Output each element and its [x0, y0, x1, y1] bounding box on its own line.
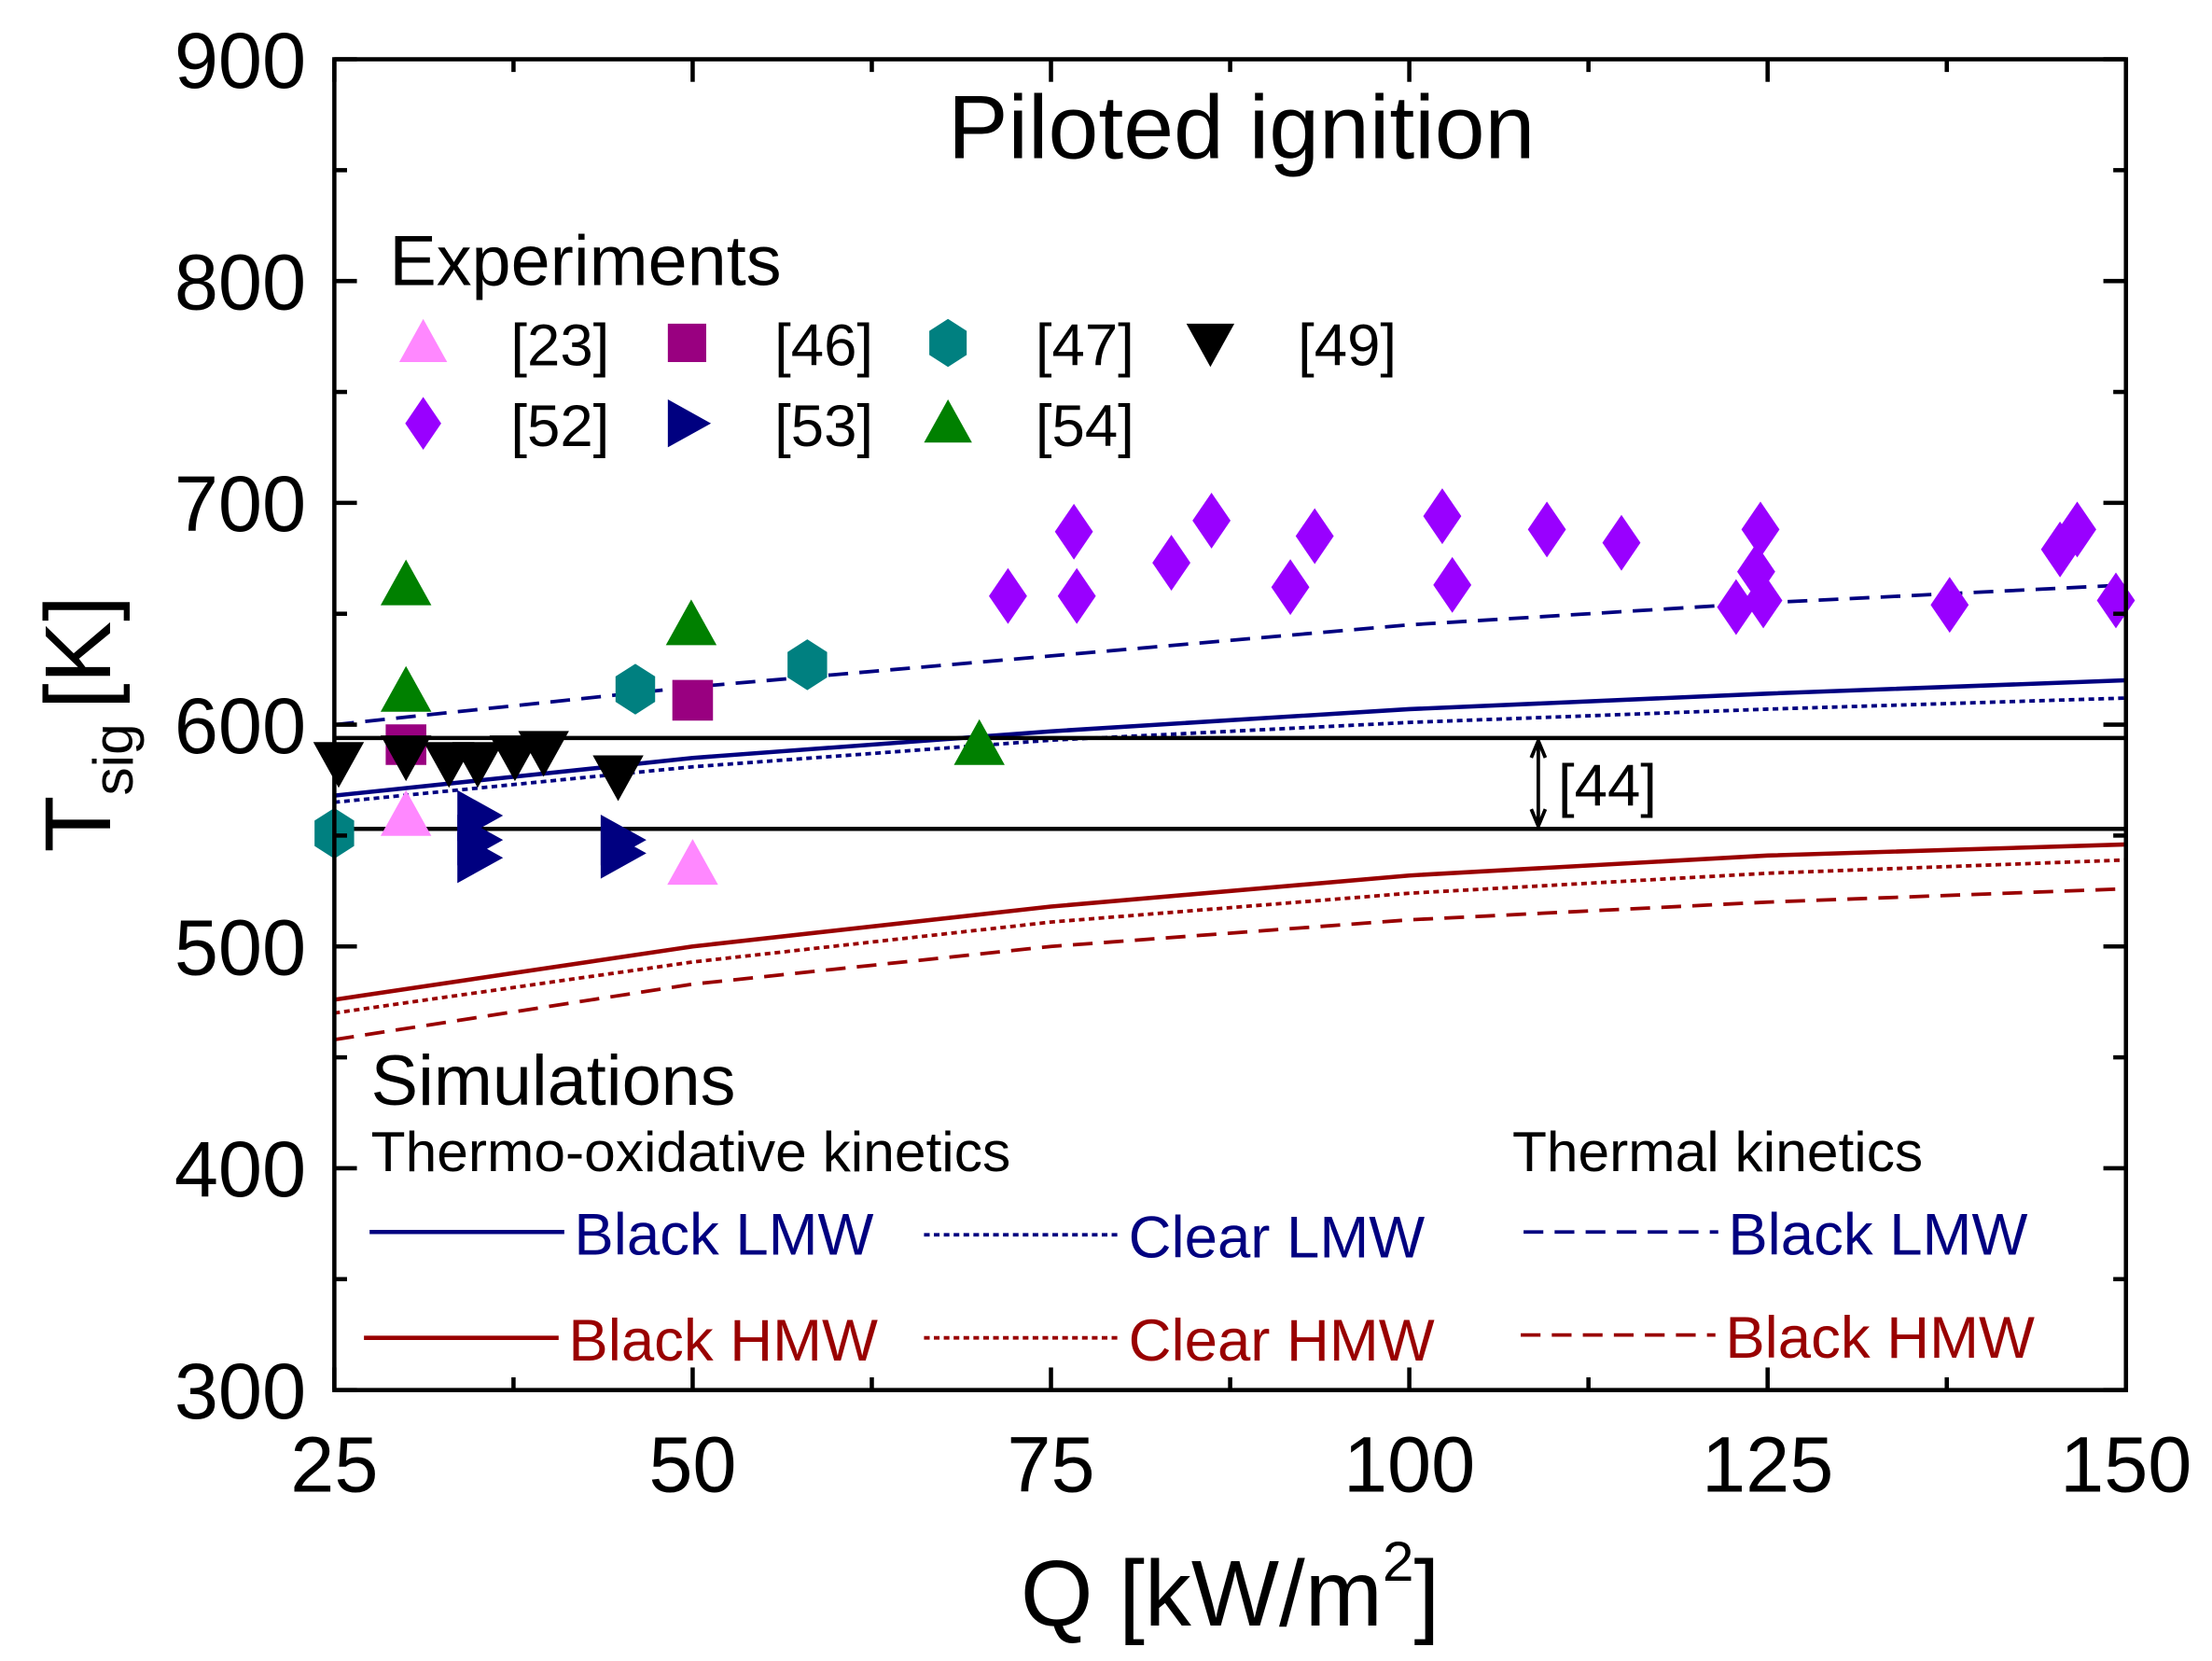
- legend-marker-triangle-up: [924, 398, 972, 443]
- legend-marker-hexagon: [929, 318, 967, 368]
- data-point-triangle-down: [592, 755, 644, 802]
- data-point-triangle-right: [600, 828, 647, 879]
- axis-ticks: 25 50 75 100 125 150 300 400 500 600 700 800 900: [174, 16, 2192, 1509]
- y-tick-label: 600: [174, 681, 306, 770]
- simulations-legend: Black LMW Clear LMW Black LMW Black HMW Clea…: [364, 1202, 2035, 1374]
- legend-series-label: Clear HMW: [1129, 1308, 1435, 1374]
- data-point-triangle-up: [953, 719, 1005, 765]
- x-tick-label: 75: [1007, 1420, 1094, 1509]
- data-point-triangle-down: [380, 735, 432, 782]
- legend-series-label: Black HMW: [1725, 1305, 2035, 1371]
- y-axis-label: Tsig [K]: [27, 595, 145, 852]
- data-point-diamond: [2040, 521, 2080, 578]
- data-point-diamond: [1057, 567, 1096, 624]
- legend-series-label: Black LMW: [1728, 1202, 2027, 1267]
- experiment-points: [313, 488, 2135, 886]
- legend-label: [54]: [1036, 394, 1134, 459]
- y-tick-label: 500: [174, 903, 306, 992]
- band-label: [44]: [1558, 754, 1657, 819]
- data-point-triangle-up: [380, 789, 432, 836]
- data-point-diamond: [1423, 488, 1462, 545]
- y-tick-label: 800: [174, 237, 306, 326]
- experiments-legend: [23] [46] [47] [49] [52] [53] [54]: [398, 314, 1397, 459]
- legend-marker-square: [667, 323, 706, 363]
- y-tick-label: 300: [174, 1347, 306, 1435]
- x-tick-label: 100: [1343, 1420, 1475, 1509]
- x-tick-label: 50: [648, 1420, 736, 1509]
- legend-label: [52]: [510, 394, 609, 459]
- data-point-diamond: [989, 567, 1027, 624]
- series-line-thermal-black-hmw: [334, 886, 2126, 1041]
- series-line-thermo-clear-hmw: [334, 858, 2126, 1015]
- legend-marker-diamond: [405, 397, 441, 450]
- data-point-diamond: [1433, 556, 1472, 613]
- legend-marker-triangle-down: [1186, 323, 1235, 368]
- y-tick-label: 400: [174, 1124, 306, 1213]
- legend-series-label: Clear LMW: [1129, 1205, 1426, 1270]
- reference-band-44: [44]: [334, 735, 2126, 831]
- y-tick-label: 700: [174, 459, 306, 548]
- legend-label: [47]: [1036, 314, 1134, 379]
- x-tick-label: 150: [2060, 1420, 2191, 1509]
- x-tick-label: 25: [290, 1420, 378, 1509]
- x-label-sup: 2: [1383, 1529, 1414, 1593]
- legend-series-label: Black LMW: [574, 1202, 873, 1267]
- data-point-triangle-right: [457, 831, 504, 884]
- series-line-thermo-clear-lmw: [334, 696, 2126, 804]
- chart-title: Piloted ignition: [948, 76, 1535, 177]
- x-label-main: Q [kW/m: [1021, 1542, 1383, 1646]
- data-point-triangle-up: [667, 839, 718, 886]
- data-point-diamond: [2058, 501, 2096, 558]
- experiments-legend-title: Experiments: [389, 222, 781, 300]
- data-point-triangle-up: [380, 665, 432, 712]
- legend-label: [23]: [510, 314, 609, 379]
- data-point-diamond: [2096, 572, 2135, 629]
- simulations-legend-title: Simulations: [371, 1042, 736, 1121]
- simulation-lines: [334, 582, 2126, 1041]
- legend-label: [46]: [774, 314, 873, 379]
- data-point-triangle-down: [452, 742, 504, 789]
- data-point-triangle-up: [665, 599, 717, 646]
- data-point-hexagon: [787, 639, 828, 691]
- data-point-diamond: [1192, 492, 1231, 549]
- y-tick-label: 900: [174, 16, 306, 105]
- data-point-square: [672, 679, 714, 721]
- arrow-heads-icon: [1529, 735, 1548, 831]
- thermal-kinetics-title: Thermal kinetics: [1512, 1120, 1923, 1183]
- data-point-diamond: [1295, 508, 1334, 565]
- data-point-diamond: [1602, 514, 1641, 571]
- data-point-triangle-up: [380, 559, 432, 606]
- data-point-hexagon: [615, 663, 656, 715]
- data-point-diamond: [1736, 543, 1775, 600]
- y-label-end: [K]: [27, 595, 131, 709]
- y-label-sub: sig: [81, 723, 145, 795]
- series-line-thermo-black-hmw: [334, 842, 2126, 1002]
- x-label-end: ]: [1414, 1542, 1440, 1646]
- data-point-diamond: [1054, 503, 1093, 560]
- legend-label: [53]: [774, 394, 873, 459]
- x-axis-label: Q [kW/m2]: [1021, 1529, 1440, 1646]
- legend-marker-triangle-right: [667, 398, 712, 448]
- thermo-kinetics-title: Thermo-oxidative kinetics: [371, 1120, 1011, 1183]
- data-point-triangle-down: [518, 731, 569, 777]
- data-point-diamond: [1741, 501, 1780, 558]
- legend-label: [49]: [1298, 314, 1397, 379]
- data-point-diamond: [1271, 559, 1310, 616]
- y-label-main: T: [27, 796, 131, 853]
- data-point-diamond: [1930, 577, 1969, 634]
- data-point-diamond: [1152, 535, 1190, 592]
- data-point-diamond: [1527, 501, 1566, 558]
- legend-series-label: Black HMW: [568, 1308, 878, 1374]
- series-line-thermal-black-lmw: [334, 582, 2126, 727]
- legend-marker-triangle-up: [398, 318, 448, 363]
- x-tick-label: 125: [1702, 1420, 1833, 1509]
- data-point-triangle-down: [313, 742, 365, 789]
